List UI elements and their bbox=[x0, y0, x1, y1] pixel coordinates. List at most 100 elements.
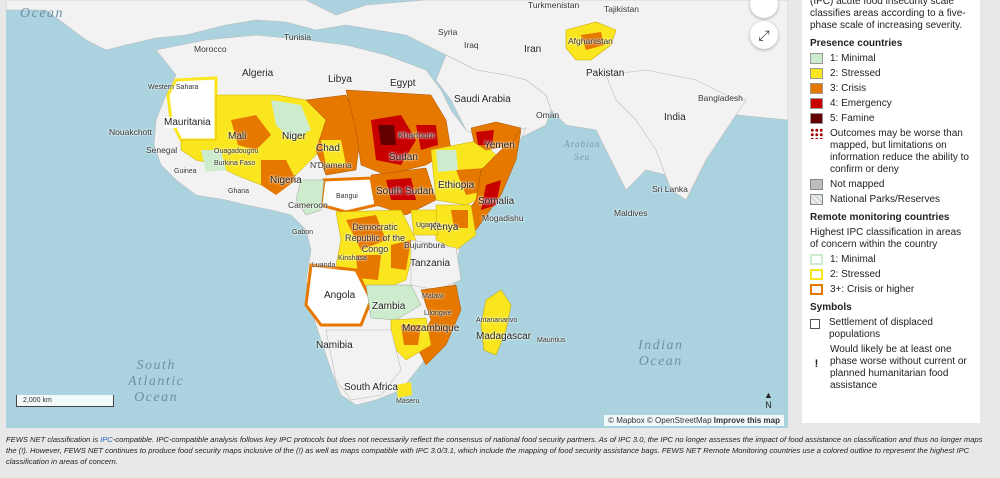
fullscreen-button[interactable]: ⤢ bbox=[750, 21, 778, 49]
dots-icon bbox=[810, 128, 823, 139]
place-khartoum: Khartoum bbox=[398, 130, 435, 140]
map-svg bbox=[6, 0, 788, 406]
place-ghana: Ghana bbox=[228, 188, 250, 195]
map-attribution: © Mapbox © OpenStreetMap Improve this ma… bbox=[604, 415, 784, 426]
place-bangladesh: Bangladesh bbox=[698, 93, 743, 103]
north-arrow: ▲ N bbox=[764, 390, 773, 410]
remote-title: Remote monitoring countries bbox=[810, 212, 950, 223]
north-arrow-icon: ▲ bbox=[764, 390, 773, 400]
remote-subtitle: Highest IPC classification in areas of c… bbox=[810, 227, 962, 250]
place-tunisia: Tunisia bbox=[284, 32, 312, 42]
attribution-osm[interactable]: © OpenStreetMap bbox=[646, 416, 712, 425]
place-bujumbura: Bujumbura bbox=[404, 240, 446, 250]
place-libya: Libya bbox=[328, 74, 352, 85]
swatch-famine bbox=[810, 113, 823, 124]
legend-remote-2: 2: Stressed bbox=[810, 269, 972, 281]
swatch-remote-minimal bbox=[810, 254, 823, 265]
place-western-sahara: Western Sahara bbox=[148, 84, 199, 91]
scale-bar: 2,000 km bbox=[16, 395, 114, 407]
place-maldives: Maldives bbox=[614, 208, 648, 218]
presence-title: Presence countries bbox=[810, 38, 903, 49]
legend-presence-3: 3: Crisis bbox=[810, 83, 972, 95]
swatch-crisis bbox=[810, 83, 823, 94]
map-canvas[interactable]: Ocean South Atlantic Ocean Indian Ocean … bbox=[6, 0, 788, 428]
place-lilongwe: Lilongwe bbox=[424, 310, 452, 317]
attribution-mapbox[interactable]: © Mapbox bbox=[608, 416, 645, 425]
swatch-minimal bbox=[810, 53, 823, 64]
place-guinea: Guinea bbox=[174, 168, 197, 175]
area-somalia bbox=[460, 129, 522, 231]
legend-remote-3: 3+: Crisis or higher bbox=[810, 284, 972, 296]
ipc-link[interactable]: IPC bbox=[100, 435, 113, 444]
legend-not-mapped: Not mapped bbox=[810, 179, 972, 191]
improve-map-link[interactable]: Improve this map bbox=[713, 416, 780, 425]
swatch-not-mapped bbox=[810, 179, 823, 190]
place-namibia: Namibia bbox=[316, 340, 353, 351]
footnote: FEWS NET classification is IPC-compatibl… bbox=[6, 435, 983, 466]
place-senegal: Senegal bbox=[146, 145, 178, 155]
settlement-icon bbox=[810, 319, 820, 329]
place-india: India bbox=[664, 112, 686, 123]
place-oman: Oman bbox=[536, 110, 560, 120]
place-saudi-arabia: Saudi Arabia bbox=[454, 94, 511, 105]
place-luanda: Luanda bbox=[312, 262, 336, 269]
place-antananarivo: Antananarivo bbox=[476, 317, 518, 324]
land-madagascar bbox=[480, 289, 512, 356]
area-tanzania bbox=[410, 239, 462, 291]
legend-intro: (IPC) acute food insecurity scale classi… bbox=[810, 0, 966, 31]
place-kinshasa: Kinshasa bbox=[338, 255, 367, 262]
place-ethiopia: Ethiopia bbox=[438, 180, 475, 191]
symbols-title: Symbols bbox=[810, 302, 852, 313]
place-kenya: Kenya bbox=[430, 222, 459, 233]
place-iran: Iran bbox=[524, 44, 542, 55]
ocean-label-south-atlantic: South Atlantic Ocean bbox=[128, 358, 185, 406]
legend-presence-4: 4: Emergency bbox=[810, 98, 972, 110]
place-ouagadougou: Ouagadougou bbox=[214, 148, 259, 155]
place-algeria: Algeria bbox=[242, 68, 274, 79]
place-zambia: Zambia bbox=[372, 301, 406, 312]
place-pakistan: Pakistan bbox=[586, 68, 625, 79]
place-niger: Niger bbox=[282, 131, 306, 142]
place-tajikistan: Tajikistan bbox=[604, 4, 639, 14]
place-sri-lanka: Sri Lanka bbox=[652, 184, 688, 194]
place-yemen: Yemen bbox=[484, 140, 515, 151]
legend-remote-1: 1: Minimal bbox=[810, 254, 972, 266]
place-morocco: Morocco bbox=[194, 44, 227, 54]
legend-presence-1: 1: Minimal bbox=[810, 53, 972, 65]
place-burkina-faso: Burkina Faso bbox=[214, 160, 256, 167]
place-uganda: Uganda bbox=[416, 222, 441, 229]
swatch-parks bbox=[810, 194, 823, 205]
swatch-remote-crisis bbox=[810, 284, 823, 295]
map-legend: (IPC) acute food insecurity scale classi… bbox=[802, 0, 980, 423]
place-angola: Angola bbox=[324, 290, 356, 301]
land-arabia bbox=[435, 54, 552, 151]
place-sudan: Sudan bbox=[389, 152, 418, 163]
place-egypt: Egypt bbox=[390, 78, 416, 89]
place-cameroon: Cameroon bbox=[288, 200, 328, 210]
land-india bbox=[605, 69, 747, 201]
place-ndjamena: N'Djamena bbox=[310, 160, 352, 170]
place-drc: Democratic Republic of the Congo bbox=[344, 222, 406, 254]
sea-label-arabian: Arabian Sea bbox=[564, 139, 601, 162]
map-control-button[interactable] bbox=[750, 0, 778, 18]
place-mogadishu: Mogadishu bbox=[482, 213, 524, 223]
legend-symbol-settlement: Settlement of displaced populations bbox=[810, 317, 972, 341]
place-nigeria: Nigeria bbox=[270, 175, 302, 186]
place-madagascar: Madagascar bbox=[476, 331, 532, 342]
north-label: N bbox=[765, 400, 772, 410]
place-malawi: Malawi bbox=[422, 293, 444, 300]
place-somalia: Somalia bbox=[478, 196, 515, 207]
place-bangui: Bangui bbox=[336, 193, 358, 200]
legend-presence-2: 2: Stressed bbox=[810, 68, 972, 80]
place-mali: Mali bbox=[228, 131, 247, 142]
ocean-label-top: Ocean bbox=[20, 6, 65, 21]
ocean-label-indian: Indian Ocean bbox=[638, 338, 684, 370]
swatch-remote-stressed bbox=[810, 269, 823, 280]
place-chad: Chad bbox=[316, 143, 340, 154]
place-gabon: Gabon bbox=[292, 229, 314, 236]
legend-worse-note: Outcomes may be worse than mapped, but l… bbox=[810, 128, 972, 176]
place-mauritania: Mauritania bbox=[164, 117, 211, 128]
area-zambia bbox=[365, 284, 422, 321]
place-maseru: Maseru bbox=[396, 398, 420, 405]
